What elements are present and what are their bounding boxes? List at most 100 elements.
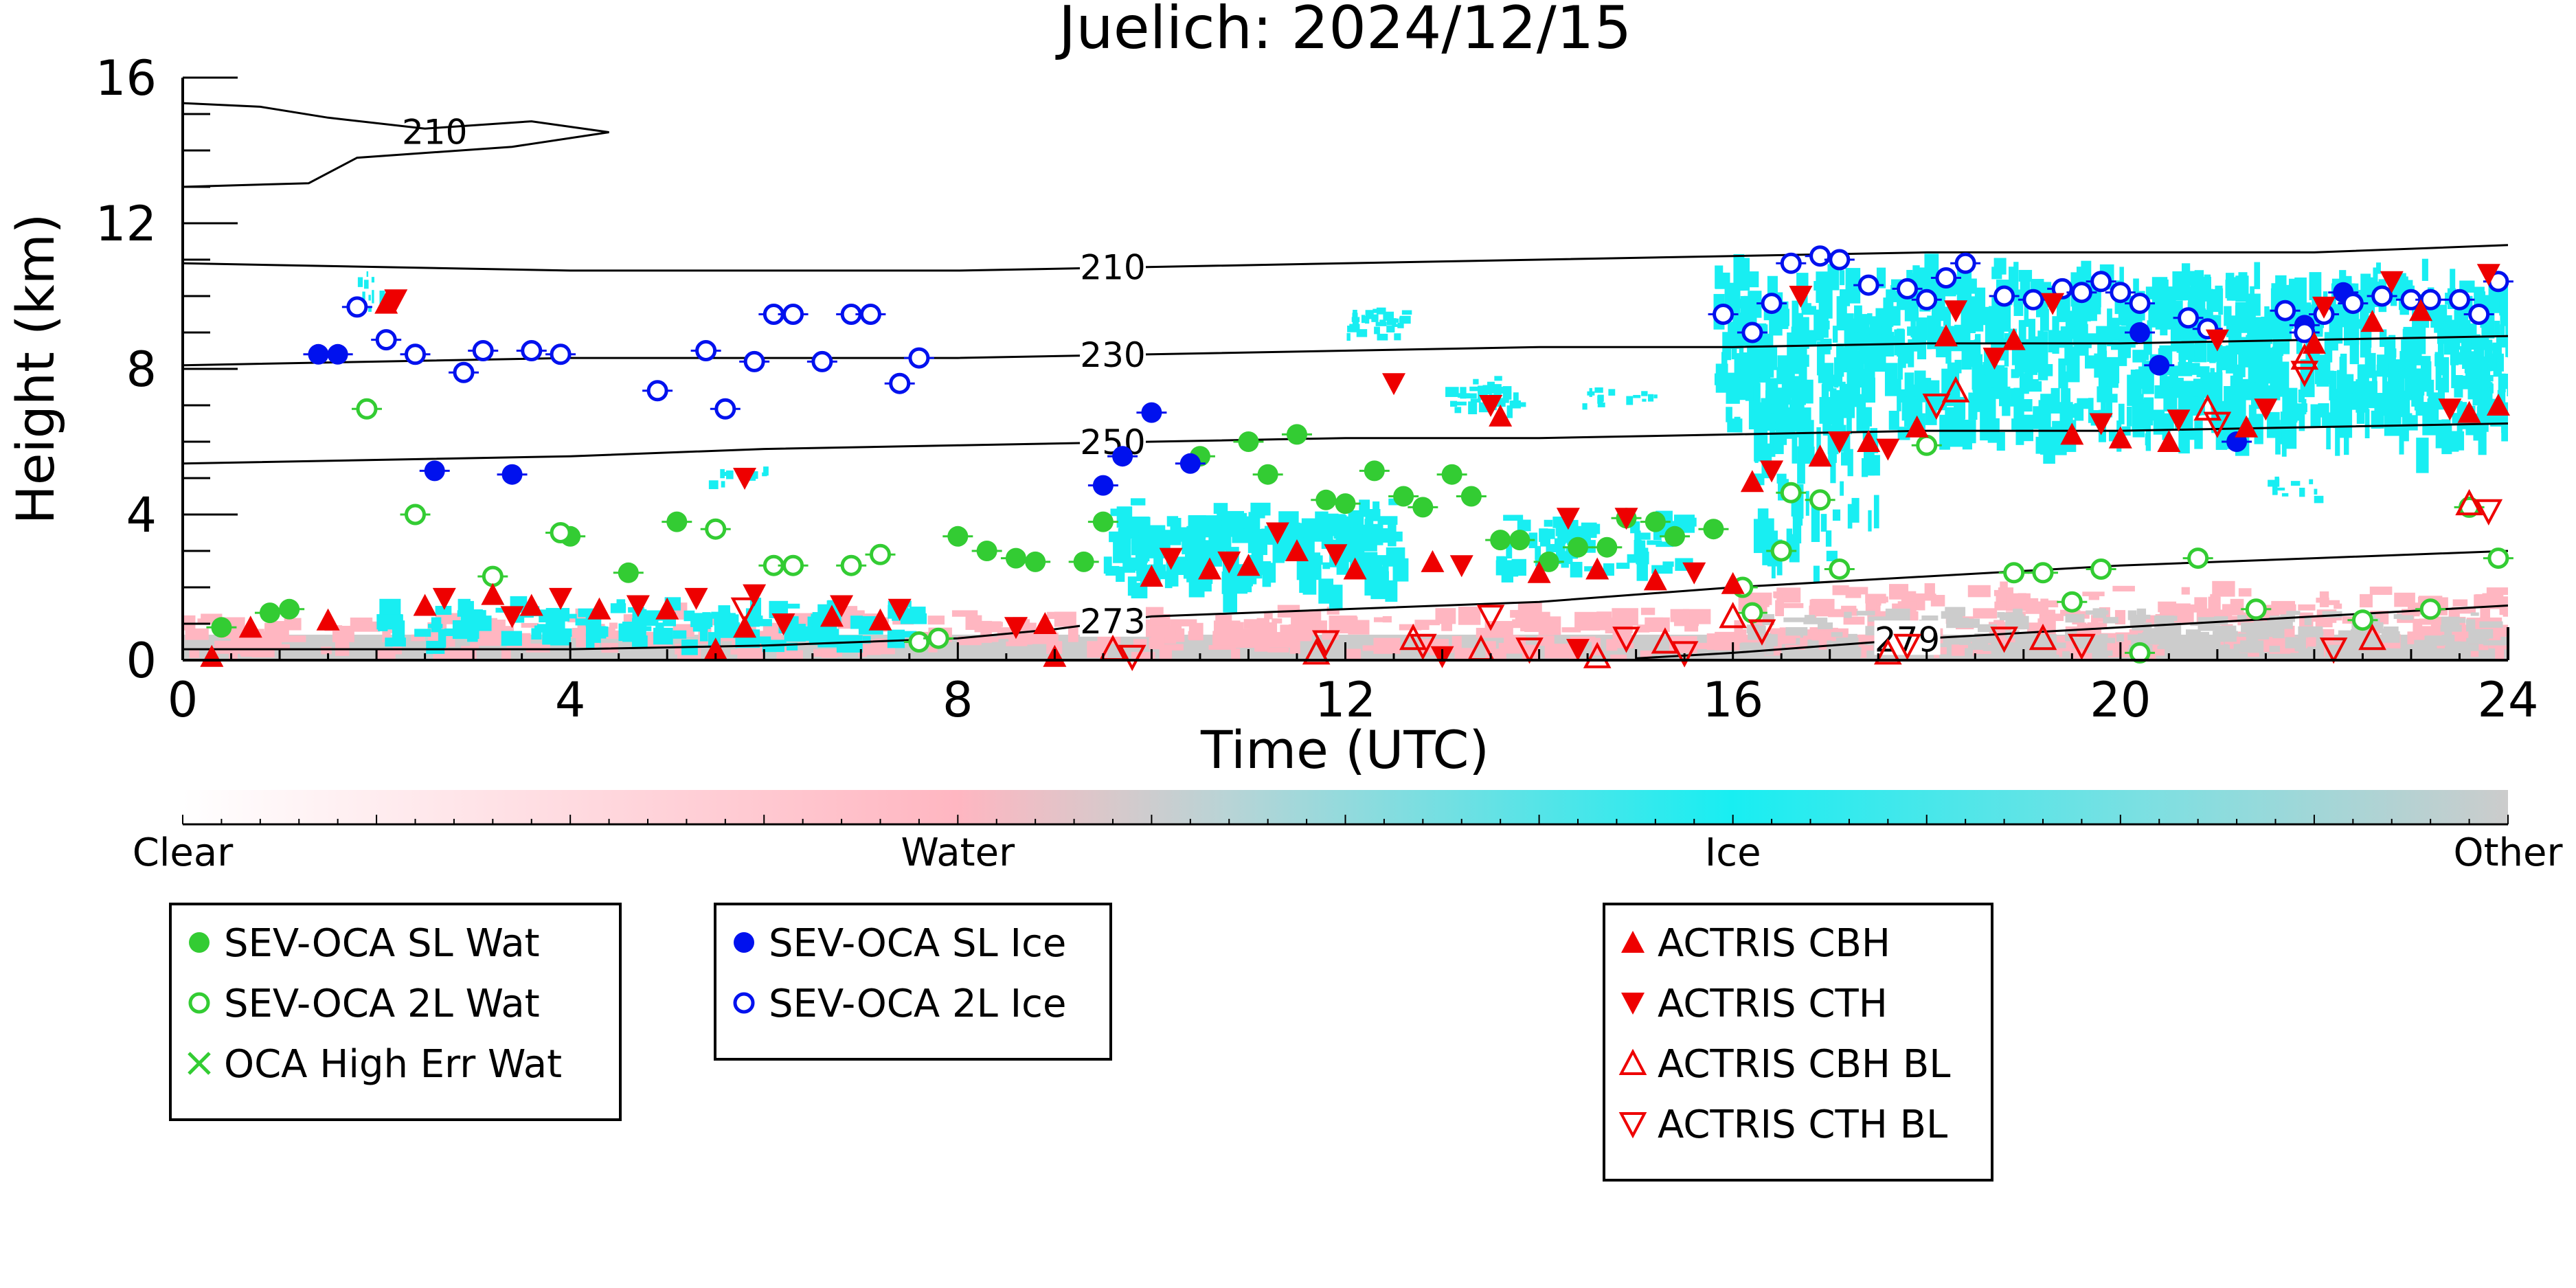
cloud-pixel [2446,618,2466,623]
cloud-pixel [1561,525,1575,543]
data-point [2409,299,2433,321]
cloud-pixel [2224,386,2234,411]
data-point [1302,638,1331,665]
cloud-pixel [1781,648,1799,659]
cloud-pixel [2496,336,2508,348]
cloud-pixel [2364,337,2371,363]
cloud-pixel [2103,617,2119,624]
cloud-pixel [2206,377,2215,402]
cloud-pixel [1944,641,1961,645]
cloud-pixel [653,627,673,645]
cloud-pixel [737,648,764,660]
cloud-pixel [1670,609,1690,622]
cloud-pixel [2047,363,2053,376]
colorbar-label: Clear [133,831,234,875]
cloud-pixel [2178,345,2187,376]
legend: SEV-OCA SL Wat SEV-OCA 2L Wat OCA High Err… [169,903,1993,1182]
x-tick-label: 20 [2090,672,2151,728]
cloud-pixel [1597,402,1605,407]
cloud-pixel [2500,324,2505,342]
cloud-pixel [2232,383,2239,408]
data-point [1993,285,2015,307]
cloud-pixel [1640,607,1656,615]
cloud-pixel [2157,279,2169,315]
cloud-pixel [2391,390,2405,413]
cloud-pixel [1847,504,1853,529]
cloud-pixel [2322,600,2340,605]
cloud-pixel [2266,317,2273,344]
cloud-pixel [2062,651,2070,659]
cloud-pixel [2206,341,2212,362]
cloud-pixel [2254,262,2261,289]
cloud-pixel [1382,615,1392,623]
data-point [1941,376,1970,403]
cloud-pixel [2052,316,2059,354]
cloud-pixel [2224,306,2232,326]
cloud-pixel [1365,315,1370,324]
cloud-pixel [1961,297,1976,334]
cloud-pixel [1965,648,1973,658]
legend-label: ACTRIS CTH BL [1658,1103,1947,1147]
cloud-pixel [1906,269,1913,284]
data-series [200,245,2513,671]
cloud-pixel [2322,611,2342,618]
cloud-pixel [1828,609,1849,618]
data-point [1285,539,1309,561]
cloud-pixel [2299,648,2314,660]
cloud-pixel [2241,622,2263,633]
cloud-pixel [1626,396,1634,405]
cloud-pixel [438,629,447,648]
data-point [2474,499,2503,526]
cloud-pixel [1485,641,1496,648]
cloud-pixel [1256,618,1269,637]
contour-label: 230 [1080,335,1145,375]
cloud-pixel [2298,405,2305,431]
cloud-pixel [1833,357,1839,388]
data-point [308,343,329,365]
cloud-pixel [1753,519,1764,554]
cloud-pixel [1877,318,1882,341]
data-point [2060,422,2084,445]
cloud-pixel [1840,270,1845,286]
cloud-pixel [1794,381,1804,405]
data-point [1583,642,1612,668]
cloud-pixel [809,629,833,645]
cloud-pixel [1416,622,1430,630]
data-point [1944,300,1968,323]
cloud-pixel [2085,355,2096,369]
cloud-pixel [2006,646,2029,654]
cloud-pixel [699,624,708,642]
cloud-pixel [1361,315,1366,324]
cloud-pixel [1885,608,1910,622]
cloud-pixel [2489,383,2494,394]
cloud-pixel [2233,644,2252,651]
cloud-pixel [2040,394,2051,429]
cloud-pixel [526,643,550,653]
cloud-pixel [1726,372,1740,404]
data-point [1922,394,1951,420]
cloud-pixel [1772,347,1778,370]
cloud-pixel [1817,622,1833,629]
cloud-pixel [1897,348,1906,368]
cloud-pixel [2194,420,2203,449]
cloud-pixel [836,635,863,653]
cloud-pixel [2174,324,2181,351]
cloud-pixel [749,619,772,626]
cloud-pixel [1922,271,1930,287]
cloud-pixel [2268,479,2276,487]
cloud-pixel [362,291,365,300]
cloud-pixel [1637,624,1650,633]
cloud-pixel [2270,363,2279,400]
cloud-pixel [457,610,482,617]
cloud-pixel [2333,308,2343,344]
cloud-pixel [1805,490,1809,516]
cloud-pixel [1299,537,1307,556]
y-tick-label: 4 [126,487,157,543]
cloud-pixel [1867,313,1873,325]
cloud-pixel [1482,385,1492,395]
cloud-pixel [1468,401,1478,415]
data-point [482,565,504,587]
cloud-pixel [263,644,290,650]
cloud-pixel [2445,325,2454,354]
data-point [2476,264,2500,286]
